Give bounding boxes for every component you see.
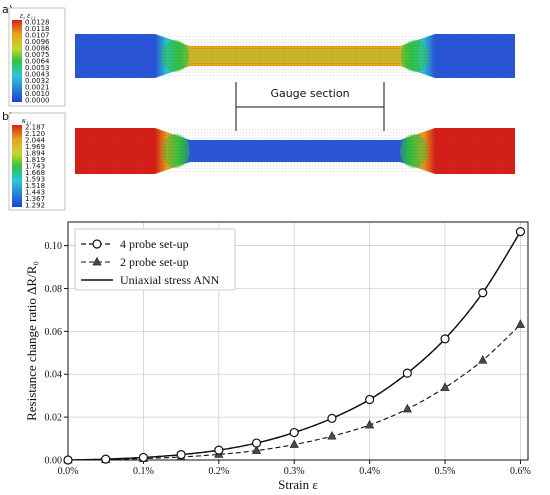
- colorbar-b-title: κ₁₁: [22, 116, 32, 125]
- y-tick-label: 0.06: [45, 327, 63, 338]
- colorbar-b-label: 1.743: [25, 163, 45, 171]
- series-0-point: [63, 455, 73, 465]
- colorbar-a-labels: 0.01280.01180.01070.00960.00860.00750.00…: [25, 19, 50, 105]
- y-tick-label: 0.02: [45, 413, 63, 424]
- series-1-point: [289, 439, 299, 448]
- x-tick-label: 0.5%: [435, 466, 456, 477]
- series-1-point: [402, 403, 412, 413]
- x-axis-title: Strain ε: [278, 477, 318, 492]
- specimen-a: [75, 34, 515, 78]
- colorbar-b-label: 1.443: [25, 189, 45, 197]
- colorbar-b-label: 1.367: [25, 195, 45, 203]
- colorbar-b-label: 1.819: [25, 156, 45, 164]
- colorbar-a-label: 0.0000: [25, 97, 50, 105]
- colorbar-a-label: 0.0043: [25, 71, 50, 79]
- y-tick-label: 0.04: [45, 370, 63, 381]
- colorbar-a-label: 0.0086: [25, 45, 50, 53]
- series-0-point: [478, 288, 488, 298]
- y-tick-label: 0.10: [45, 241, 63, 252]
- chart: 0.0% 0.1% 0.2% 0.3% 0.4% 0.5% 0.6% 0.00 0.02 0.04…: [24, 221, 531, 492]
- gauge-section-bracket: Gauge section: [235, 82, 385, 131]
- legend-label-0: 4 probe set-up: [120, 237, 189, 251]
- y-axis-title: Resistance change ratio ΔR/R₀: [24, 261, 39, 421]
- colorbar-b-label: 1.292: [25, 202, 45, 210]
- series-0-point: [365, 394, 375, 405]
- legend-marker-1: [92, 256, 102, 266]
- series-1-point: [251, 445, 262, 454]
- markers-layer: [63, 227, 526, 465]
- colorbar-a-label: 0.0032: [25, 77, 50, 85]
- colorbar-b-scale: [12, 125, 22, 207]
- series-0-point: [289, 427, 299, 438]
- colorbar-a-label: 0.0107: [25, 32, 50, 40]
- panel-b-letter: b): [2, 110, 13, 123]
- series-0-point: [515, 227, 526, 237]
- colorbar-b-labels: 2.1872.1202.0441.9691.8941.8191.7431.668…: [25, 124, 46, 210]
- series-0-point: [440, 334, 450, 344]
- legend-box: [74, 228, 236, 291]
- series-0-point: [138, 452, 149, 463]
- colorbar-a-label: 0.0096: [25, 38, 50, 46]
- colorbar-b-label: 1.518: [25, 182, 45, 190]
- legend: 4 probe set-up 2 probe set-up Uniaxial str…: [74, 228, 236, 291]
- legend-label-1: 2 probe set-up: [120, 255, 189, 269]
- x-tick-label: 0.3%: [284, 466, 305, 477]
- colorbar-b-label: 1.593: [25, 176, 45, 184]
- legend-entries: 4 probe set-up 2 probe set-up Uniaxial str…: [81, 237, 220, 287]
- series-0-point: [176, 450, 186, 460]
- series-1-point: [365, 419, 375, 429]
- panel-a-letter: a): [2, 3, 13, 16]
- colorbar-b-label: 1.668: [25, 169, 45, 177]
- x-tick-label: 0.6%: [510, 466, 531, 477]
- series-0-point: [402, 368, 412, 378]
- colorbar-a-label: 0.0128: [25, 19, 50, 27]
- y-tick-label: 0.08: [45, 284, 63, 295]
- legend-marker-0: [92, 239, 102, 249]
- colorbar-a-label: 0.0010: [25, 90, 50, 98]
- colorbar-b-label: 1.969: [25, 143, 45, 151]
- series-0-point: [101, 454, 111, 464]
- series-1-point: [515, 319, 526, 328]
- colorbar-a-label: 0.0064: [25, 58, 50, 66]
- colorbar-b-label: 2.120: [25, 130, 45, 138]
- series-1-point: [440, 382, 450, 391]
- plot-area-frame: [67, 221, 529, 461]
- colorbar-a-label: 0.0118: [25, 25, 50, 33]
- specimen-b: [75, 128, 515, 174]
- colorbar-b-label: 1.894: [25, 150, 46, 158]
- series-0-point: [214, 445, 224, 455]
- legend-label-2: Uniaxial stress ANN: [120, 273, 220, 287]
- series-0-point: [251, 438, 262, 448]
- x-tick-label: 0.4%: [359, 466, 380, 477]
- colorbar-a-title: ε, ε₁₁: [20, 11, 36, 20]
- axis-ticks: 0.0% 0.1% 0.2% 0.3% 0.4% 0.5% 0.6% 0.00 0.02 0.04…: [45, 241, 531, 477]
- colorbar-b-label: 2.187: [25, 124, 45, 132]
- series-0-point: [327, 413, 337, 424]
- series-1-point: [327, 430, 337, 440]
- colorbar-b-label: 2.044: [25, 137, 46, 145]
- x-tick-label: 0.0%: [58, 466, 79, 477]
- x-tick-label: 0.1%: [133, 466, 154, 477]
- y-tick-label: 0.00: [45, 456, 63, 467]
- colorbar-a-scale: [12, 20, 22, 102]
- colorbar-a-label: 0.0021: [25, 84, 50, 92]
- colorbar-a-label: 0.0053: [25, 64, 50, 72]
- colorbar-a: ε, ε₁₁ 0.01280.01180.01070.00960.00860.0…: [8, 7, 66, 107]
- gauge-section-label: Gauge section: [270, 87, 349, 100]
- series-1-point: [478, 355, 488, 364]
- x-tick-label: 0.2%: [208, 466, 229, 477]
- colorbar-a-label: 0.0075: [25, 51, 50, 59]
- colorbar-b: κ₁₁ 2.1872.1202.0441.9691.8941.8191.7431…: [8, 112, 66, 211]
